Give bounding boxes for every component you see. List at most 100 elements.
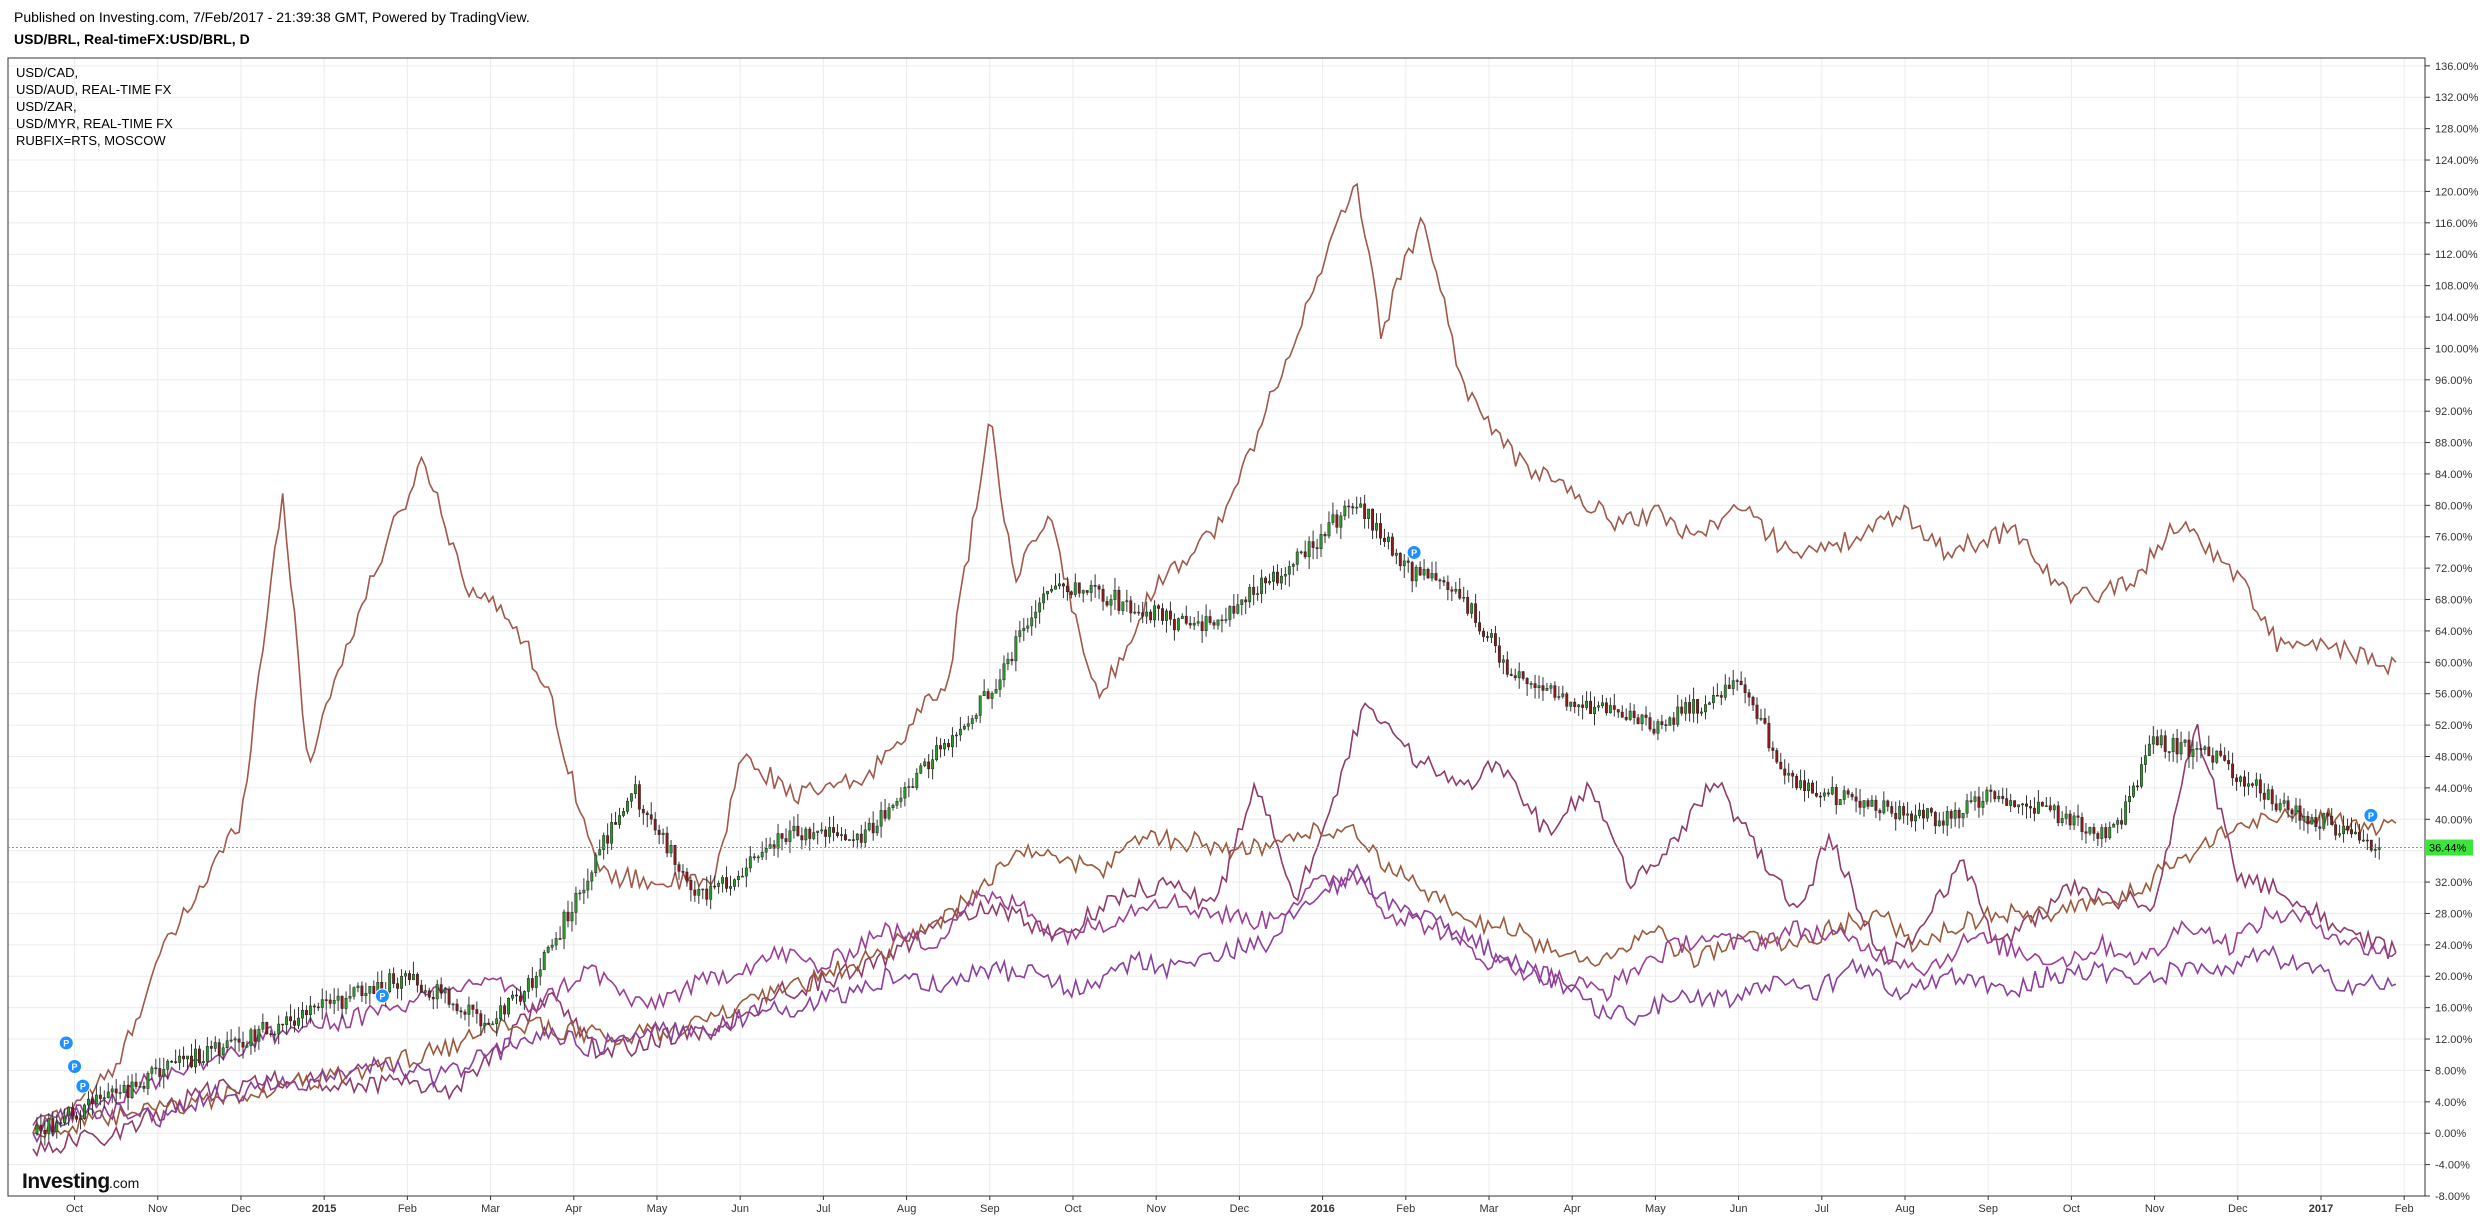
candle-body bbox=[1854, 796, 1858, 802]
candle-body bbox=[733, 879, 736, 887]
candle-body bbox=[1323, 534, 1327, 537]
candle-body bbox=[2290, 809, 2294, 815]
series-layer bbox=[32, 182, 2397, 1158]
candle-body bbox=[2163, 735, 2167, 752]
candle-body bbox=[602, 835, 606, 850]
candle-body bbox=[1172, 619, 1176, 631]
candle-body bbox=[1565, 693, 1569, 707]
y-tick-label: 12.00% bbox=[2435, 1034, 2473, 1046]
candle-body bbox=[277, 1023, 281, 1035]
candle-body bbox=[75, 1115, 78, 1120]
candle-body bbox=[1799, 780, 1803, 789]
candle-body bbox=[360, 985, 364, 997]
candle-body bbox=[776, 833, 780, 849]
candle-body bbox=[1054, 585, 1057, 590]
y-tick-label: 92.00% bbox=[2435, 406, 2473, 418]
candle-body bbox=[867, 822, 871, 831]
candle-body bbox=[1272, 571, 1275, 582]
candle-body bbox=[1101, 588, 1105, 602]
candle-body bbox=[324, 999, 328, 1001]
candle-body bbox=[1299, 551, 1303, 554]
candle-body bbox=[1069, 591, 1073, 595]
candle-body bbox=[1454, 589, 1458, 592]
x-tick-label: Nov bbox=[2145, 1203, 2165, 1215]
candle-body bbox=[2298, 805, 2302, 821]
candle-body bbox=[1660, 721, 1664, 725]
candle-body bbox=[507, 998, 510, 1015]
candle-body bbox=[836, 832, 839, 836]
y-tick-label: 4.00% bbox=[2435, 1097, 2466, 1109]
candle-body bbox=[2294, 805, 2298, 815]
x-tick-label: Feb bbox=[1396, 1203, 1415, 1215]
candle-body bbox=[356, 985, 360, 988]
candle-body bbox=[1319, 534, 1323, 549]
candle-body bbox=[2239, 776, 2242, 782]
y-tick-label: 40.00% bbox=[2435, 814, 2473, 826]
candle-body bbox=[534, 975, 538, 988]
candle-body bbox=[2064, 813, 2068, 819]
candle-body bbox=[447, 988, 451, 1005]
candle-body bbox=[1188, 623, 1192, 626]
event-marker-label: P bbox=[63, 1038, 69, 1048]
candle-body bbox=[1929, 808, 1933, 813]
candle-body bbox=[419, 984, 423, 993]
x-tick-label: May bbox=[1645, 1203, 1666, 1215]
candle-body bbox=[249, 1029, 253, 1047]
candle-body bbox=[641, 808, 645, 814]
candle-body bbox=[820, 829, 824, 832]
candle-body bbox=[269, 1033, 273, 1036]
candle-body bbox=[2377, 847, 2381, 850]
candle-body bbox=[558, 938, 562, 940]
candle-body bbox=[1688, 702, 1692, 714]
candle-body bbox=[427, 990, 431, 998]
candle-body bbox=[2270, 789, 2274, 805]
candle-body bbox=[665, 832, 669, 854]
candle-body bbox=[67, 1107, 71, 1117]
candle-body bbox=[832, 827, 835, 833]
candle-body bbox=[939, 745, 942, 750]
candle-body bbox=[217, 1042, 221, 1056]
candle-body bbox=[1533, 683, 1537, 688]
candle-body bbox=[1129, 600, 1133, 614]
x-tick-label: Jul bbox=[1815, 1203, 1829, 1215]
candle-body bbox=[2060, 818, 2064, 823]
candle-body bbox=[285, 1016, 289, 1025]
candle-body bbox=[1822, 792, 1826, 797]
candle-body bbox=[1287, 566, 1291, 575]
candle-body bbox=[1569, 701, 1573, 707]
y-tick-label: 88.00% bbox=[2435, 438, 2473, 450]
candle-body bbox=[812, 832, 816, 839]
logo-suffix: .com bbox=[109, 1175, 139, 1191]
candle-body bbox=[574, 892, 578, 913]
candle-body bbox=[1022, 627, 1026, 631]
candle-body bbox=[970, 718, 974, 724]
candle-body bbox=[1093, 585, 1097, 587]
candle-body bbox=[2187, 739, 2191, 757]
candle-body bbox=[1830, 787, 1834, 795]
candle-body bbox=[2143, 755, 2147, 765]
legend-item-myr: USD/MYR, REAL-TIME FX bbox=[16, 116, 173, 131]
candle-body bbox=[316, 1006, 320, 1009]
candle-body bbox=[1434, 573, 1438, 581]
candle-body bbox=[546, 946, 550, 953]
candle-body bbox=[1676, 706, 1680, 725]
candle-body bbox=[645, 812, 649, 815]
candle-body bbox=[1763, 718, 1767, 724]
candle-body bbox=[1941, 820, 1945, 826]
candle-body bbox=[190, 1055, 193, 1068]
candle-body bbox=[241, 1041, 245, 1048]
candle-body bbox=[2203, 746, 2207, 751]
candle-body bbox=[871, 822, 875, 834]
candle-body bbox=[1073, 582, 1077, 595]
candle-body bbox=[1894, 812, 1898, 820]
candle-body bbox=[1585, 700, 1589, 708]
candle-body bbox=[1640, 714, 1644, 725]
y-tick-label: 100.00% bbox=[2435, 343, 2479, 355]
candle-body bbox=[423, 990, 427, 993]
candle-body bbox=[2175, 738, 2179, 755]
candle-body bbox=[154, 1067, 158, 1070]
candle-body bbox=[875, 825, 879, 834]
candle-body bbox=[1767, 723, 1771, 749]
last-value-text: 36.44% bbox=[2429, 843, 2467, 855]
